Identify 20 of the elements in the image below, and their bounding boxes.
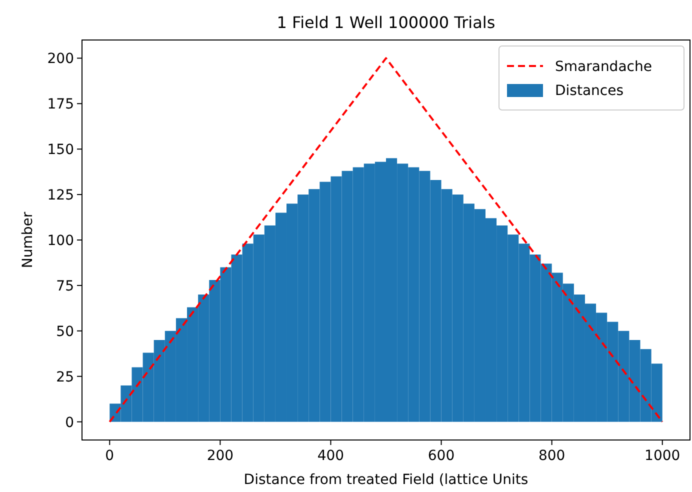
x-tick-label: 400 bbox=[317, 448, 344, 464]
y-tick-label: 125 bbox=[47, 188, 74, 204]
chart-title: 1 Field 1 Well 100000 Trials bbox=[276, 13, 496, 32]
x-tick-label: 600 bbox=[428, 448, 455, 464]
legend-label: Distances bbox=[555, 83, 624, 99]
y-tick-label: 150 bbox=[47, 142, 74, 158]
y-tick-label: 25 bbox=[56, 369, 74, 386]
y-tick-label: 75 bbox=[56, 278, 74, 294]
y-tick-label: 100 bbox=[47, 233, 74, 249]
x-tick-label: 200 bbox=[206, 448, 234, 464]
y-tick-label: 50 bbox=[56, 324, 74, 340]
x-axis-title: Distance from treated Field (lattice Units bbox=[244, 472, 528, 488]
x-tick-label: 1000 bbox=[644, 448, 680, 464]
y-axis-title: Number bbox=[20, 212, 36, 268]
x-tick-label: 0 bbox=[105, 448, 114, 464]
x-tick-label: 800 bbox=[538, 448, 566, 464]
y-tick-label: 0 bbox=[65, 414, 74, 431]
legend-label: Smarandache bbox=[555, 59, 652, 75]
y-tick-label: 175 bbox=[47, 96, 74, 113]
y-tick-label: 200 bbox=[47, 51, 74, 68]
